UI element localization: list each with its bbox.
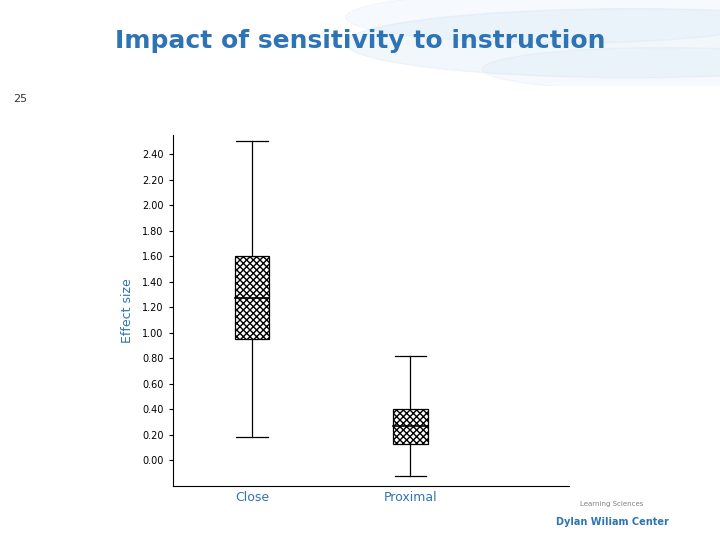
Circle shape <box>346 0 720 43</box>
Y-axis label: Effect size: Effect size <box>121 278 134 343</box>
Bar <box>393 409 428 444</box>
Text: Dylan Wiliam Center: Dylan Wiliam Center <box>556 517 668 527</box>
Text: Impact of sensitivity to instruction: Impact of sensitivity to instruction <box>114 30 606 53</box>
Bar <box>235 256 269 339</box>
Text: 25: 25 <box>13 93 27 104</box>
Text: Learning Sciences: Learning Sciences <box>580 501 644 507</box>
Circle shape <box>482 48 720 91</box>
Circle shape <box>346 9 720 78</box>
